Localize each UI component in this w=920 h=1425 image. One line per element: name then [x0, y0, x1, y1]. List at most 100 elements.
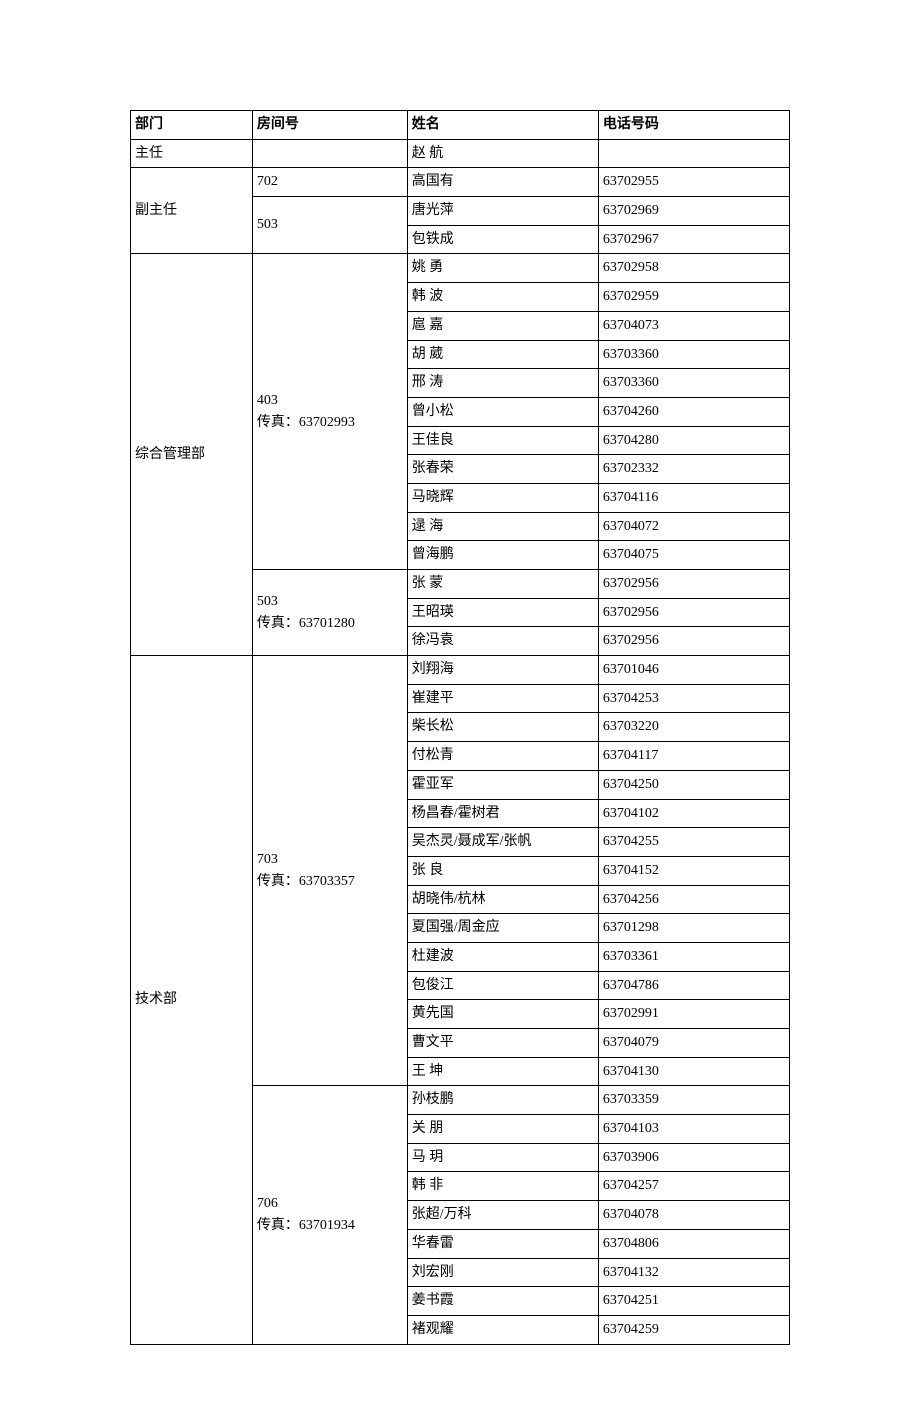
table-cell: 63704078	[598, 1201, 789, 1230]
table-cell: 唐光萍	[407, 197, 598, 226]
table-cell: 关 朋	[407, 1115, 598, 1144]
table-row: 副主任702高国有63702955	[131, 168, 790, 197]
room-number-label: 503	[257, 591, 403, 613]
table-cell: 63702969	[598, 197, 789, 226]
table-cell: 褚观耀	[407, 1315, 598, 1344]
table-cell: 刘翔海	[407, 656, 598, 685]
fax-label: 传真：63701934	[257, 1215, 403, 1237]
table-cell: 63704786	[598, 971, 789, 1000]
header-room: 房间号	[252, 111, 407, 140]
table-cell: 63704253	[598, 684, 789, 713]
table-cell: 63704251	[598, 1287, 789, 1316]
table-cell: 63702967	[598, 225, 789, 254]
table-row: 技术部703传真：63703357刘翔海63701046	[131, 656, 790, 685]
table-cell: 63704250	[598, 770, 789, 799]
table-cell: 63701298	[598, 914, 789, 943]
table-cell: 63704280	[598, 426, 789, 455]
table-cell: 63704256	[598, 885, 789, 914]
table-cell: 副主任	[131, 168, 253, 254]
table-cell: 赵 航	[407, 139, 598, 168]
table-cell	[252, 139, 407, 168]
table-cell: 孙枝鹏	[407, 1086, 598, 1115]
table-cell: 姚 勇	[407, 254, 598, 283]
table-cell: 63704072	[598, 512, 789, 541]
table-cell: 63702332	[598, 455, 789, 484]
room-number-label: 703	[257, 849, 403, 871]
table-cell: 63703359	[598, 1086, 789, 1115]
table-cell: 63704116	[598, 483, 789, 512]
table-cell: 扈 嘉	[407, 311, 598, 340]
table-cell: 霍亚军	[407, 770, 598, 799]
table-cell: 503	[252, 197, 407, 254]
table-cell: 702	[252, 168, 407, 197]
table-cell: 张 蒙	[407, 570, 598, 599]
table-cell: 63704075	[598, 541, 789, 570]
table-cell: 63702959	[598, 283, 789, 312]
table-cell: 胡 葳	[407, 340, 598, 369]
table-body: 主任赵 航副主任702高国有63702955503唐光萍63702969包铁成6…	[131, 139, 790, 1344]
table-cell: 杜建波	[407, 942, 598, 971]
table-cell: 张超/万科	[407, 1201, 598, 1230]
room-number-label: 706	[257, 1193, 403, 1215]
fax-label: 传真：63701280	[257, 613, 403, 635]
table-cell: 63702956	[598, 570, 789, 599]
fax-label: 传真：63703357	[257, 871, 403, 893]
table-cell: 马晓辉	[407, 483, 598, 512]
table-cell: 胡晓伟/杭林	[407, 885, 598, 914]
table-cell: 曾小松	[407, 397, 598, 426]
header-dept: 部门	[131, 111, 253, 140]
table-cell: 马 玥	[407, 1143, 598, 1172]
table-cell: 杨昌春/霍树君	[407, 799, 598, 828]
table-cell: 曹文平	[407, 1029, 598, 1058]
table-cell: 63704132	[598, 1258, 789, 1287]
table-cell: 403传真：63702993	[252, 254, 407, 570]
room-number-label: 403	[257, 390, 403, 412]
table-cell: 曾海鹏	[407, 541, 598, 570]
table-cell: 韩 波	[407, 283, 598, 312]
table-cell: 王佳良	[407, 426, 598, 455]
table-cell: 崔建平	[407, 684, 598, 713]
table-cell: 63703361	[598, 942, 789, 971]
table-cell: 夏国强/周金应	[407, 914, 598, 943]
table-cell: 63702955	[598, 168, 789, 197]
table-cell: 包铁成	[407, 225, 598, 254]
table-cell: 63704073	[598, 311, 789, 340]
table-cell: 吴杰灵/聂成军/张帆	[407, 828, 598, 857]
table-cell: 63704255	[598, 828, 789, 857]
header-row: 部门 房间号 姓名 电话号码	[131, 111, 790, 140]
table-cell: 张春荣	[407, 455, 598, 484]
table-cell: 63703360	[598, 340, 789, 369]
table-cell: 张 良	[407, 856, 598, 885]
directory-table: 部门 房间号 姓名 电话号码 主任赵 航副主任702高国有63702955503…	[130, 110, 790, 1345]
table-cell: 503传真：63701280	[252, 570, 407, 656]
table-cell: 付松青	[407, 742, 598, 771]
table-cell: 王昭瑛	[407, 598, 598, 627]
table-cell: 姜书霞	[407, 1287, 598, 1316]
table-row: 综合管理部403传真：63702993姚 勇63702958	[131, 254, 790, 283]
table-cell: 63704130	[598, 1057, 789, 1086]
table-cell: 63702958	[598, 254, 789, 283]
table-cell: 王 坤	[407, 1057, 598, 1086]
table-cell: 63702956	[598, 598, 789, 627]
table-cell: 63701046	[598, 656, 789, 685]
table-cell: 韩 非	[407, 1172, 598, 1201]
table-row: 主任 赵 航	[131, 139, 790, 168]
table-cell: 华春雷	[407, 1229, 598, 1258]
table-cell: 706传真：63701934	[252, 1086, 407, 1344]
table-cell: 包俊江	[407, 971, 598, 1000]
table-cell: 高国有	[407, 168, 598, 197]
table-cell: 63704102	[598, 799, 789, 828]
table-cell: 刘宏刚	[407, 1258, 598, 1287]
table-cell: 63702956	[598, 627, 789, 656]
table-cell: 63703360	[598, 369, 789, 398]
table-cell	[598, 139, 789, 168]
fax-label: 传真：63702993	[257, 412, 403, 434]
table-cell: 63704806	[598, 1229, 789, 1258]
table-cell: 63702991	[598, 1000, 789, 1029]
table-cell: 63704152	[598, 856, 789, 885]
table-cell: 主任	[131, 139, 253, 168]
table-cell: 63704079	[598, 1029, 789, 1058]
table-cell: 柴长松	[407, 713, 598, 742]
table-cell: 黄先国	[407, 1000, 598, 1029]
table-cell: 63703220	[598, 713, 789, 742]
